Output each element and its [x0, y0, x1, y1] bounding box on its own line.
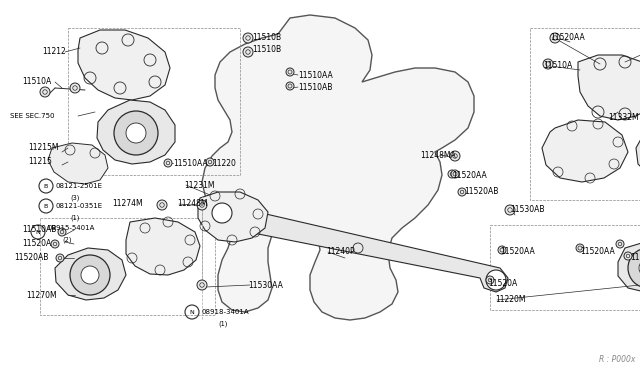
Text: 11510AA: 11510AA	[173, 158, 208, 167]
Polygon shape	[578, 55, 640, 120]
Text: 11520AB: 11520AB	[14, 253, 49, 263]
Circle shape	[576, 244, 584, 252]
Text: 11510B: 11510B	[252, 33, 281, 42]
Circle shape	[450, 151, 460, 161]
Polygon shape	[97, 100, 175, 164]
Polygon shape	[126, 218, 200, 275]
Polygon shape	[202, 15, 474, 320]
Circle shape	[243, 47, 253, 57]
Circle shape	[628, 248, 640, 288]
Text: 11520AA: 11520AA	[550, 32, 585, 42]
Polygon shape	[542, 120, 628, 182]
Text: B: B	[44, 203, 48, 208]
Text: 11530AA: 11530AA	[248, 280, 283, 289]
Text: 11520AB: 11520AB	[464, 187, 499, 196]
Circle shape	[639, 259, 640, 277]
Text: 11274M: 11274M	[112, 199, 143, 208]
Text: 08915-5401A: 08915-5401A	[48, 225, 95, 231]
Text: 11510A: 11510A	[22, 77, 51, 87]
Text: 11240P: 11240P	[326, 247, 355, 257]
Circle shape	[243, 33, 253, 43]
Text: 11332M: 11332M	[608, 113, 639, 122]
Circle shape	[616, 240, 624, 248]
Text: 11248MA: 11248MA	[420, 151, 456, 160]
Text: 11520A: 11520A	[488, 279, 517, 288]
Circle shape	[157, 200, 167, 210]
Circle shape	[56, 254, 64, 262]
Text: 11510B: 11510B	[252, 45, 281, 55]
Circle shape	[51, 240, 59, 248]
Polygon shape	[55, 248, 126, 300]
Circle shape	[197, 200, 207, 210]
Circle shape	[70, 83, 80, 93]
Text: 11248M: 11248M	[177, 199, 207, 208]
Circle shape	[286, 68, 294, 76]
Polygon shape	[48, 143, 108, 184]
Circle shape	[550, 33, 560, 43]
Circle shape	[58, 228, 66, 236]
Polygon shape	[636, 125, 640, 180]
Circle shape	[70, 255, 110, 295]
Text: 11231M: 11231M	[184, 180, 214, 189]
Text: N: N	[36, 230, 40, 234]
Text: 11510AB: 11510AB	[22, 225, 56, 234]
Text: (1): (1)	[70, 215, 79, 221]
Circle shape	[206, 158, 214, 166]
Text: 11520AA: 11520AA	[580, 247, 615, 257]
Circle shape	[448, 170, 456, 178]
Circle shape	[486, 276, 494, 284]
Text: 11215: 11215	[28, 157, 52, 167]
Text: (2): (2)	[62, 237, 72, 243]
Text: SEE SEC.750: SEE SEC.750	[10, 113, 54, 119]
Text: 11520A: 11520A	[22, 240, 51, 248]
Circle shape	[40, 87, 50, 97]
Circle shape	[81, 266, 99, 284]
Text: 11510AA: 11510AA	[298, 71, 333, 80]
Circle shape	[164, 159, 172, 167]
Circle shape	[114, 111, 158, 155]
Text: 11220: 11220	[212, 158, 236, 167]
Text: 08121-0351E: 08121-0351E	[56, 203, 103, 209]
Text: N: N	[189, 310, 195, 314]
Circle shape	[486, 270, 506, 290]
Circle shape	[458, 188, 466, 196]
Text: 11270M: 11270M	[26, 291, 56, 299]
Circle shape	[624, 252, 632, 260]
Text: 08121-2501E: 08121-2501E	[56, 183, 103, 189]
Text: 11530AB: 11530AB	[510, 205, 545, 215]
Circle shape	[197, 280, 207, 290]
Circle shape	[286, 82, 294, 90]
Polygon shape	[198, 192, 268, 242]
Circle shape	[498, 246, 506, 254]
Text: (1): (1)	[218, 321, 227, 327]
Text: 11510AB: 11510AB	[630, 253, 640, 263]
Circle shape	[212, 203, 232, 223]
Text: 11520AA: 11520AA	[452, 171, 487, 180]
Text: R : P000x: R : P000x	[598, 355, 635, 364]
Text: (3): (3)	[70, 195, 79, 201]
Circle shape	[451, 170, 459, 178]
Text: 11510A: 11510A	[543, 61, 572, 70]
Circle shape	[126, 123, 146, 143]
Circle shape	[505, 205, 515, 215]
Text: 11215M: 11215M	[28, 144, 58, 153]
Circle shape	[543, 59, 553, 69]
Polygon shape	[78, 30, 170, 100]
Text: 11220M: 11220M	[495, 295, 525, 305]
Text: 11520AA: 11520AA	[500, 247, 535, 257]
Text: 08918-3401A: 08918-3401A	[202, 309, 250, 315]
Polygon shape	[210, 205, 508, 292]
Text: 11212: 11212	[42, 48, 66, 57]
Text: B: B	[44, 183, 48, 189]
Polygon shape	[618, 242, 640, 292]
Text: 11510AB: 11510AB	[298, 83, 332, 92]
